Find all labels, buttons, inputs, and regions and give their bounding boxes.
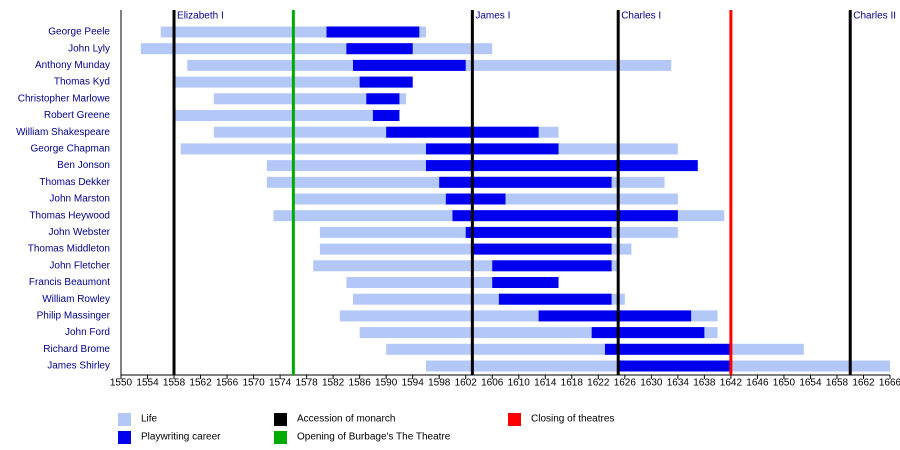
event-label: Charles II: [853, 11, 896, 22]
range-bar: [326, 26, 420, 38]
category-label: Anthony Munday: [35, 60, 110, 71]
x-tick-label: 1558: [163, 378, 186, 389]
x-tick-label: 1562: [189, 378, 212, 389]
x-tick-label: 1658: [826, 378, 849, 389]
category-label: John Webster: [48, 227, 110, 238]
category-label: Christopher Marlowe: [18, 93, 111, 104]
event-label: Charles I: [621, 11, 661, 22]
range-bar: [366, 93, 400, 105]
x-tick-label: 1614: [534, 378, 557, 389]
range-bar: [618, 360, 731, 372]
range-bar: [346, 43, 413, 55]
x-tick-label: 1590: [375, 378, 398, 389]
x-tick-label: 1654: [799, 378, 822, 389]
range-bar: [140, 43, 493, 55]
x-tick-label: 1602: [455, 378, 478, 389]
legend-swatch: [508, 413, 521, 426]
x-tick-label: 1638: [693, 378, 716, 389]
category-label: Thomas Dekker: [39, 177, 110, 188]
legend-swatch: [274, 413, 287, 426]
event-label: James I: [475, 11, 510, 22]
range-bar: [386, 126, 539, 138]
x-tick-label: 1578: [295, 378, 318, 389]
range-bar: [498, 293, 612, 305]
category-label: Robert Greene: [44, 110, 111, 121]
legend-swatch: [118, 431, 131, 444]
x-tick-label: 1618: [561, 378, 584, 389]
x-tick-label: 1666: [879, 378, 900, 389]
category-label: John Marston: [49, 194, 110, 205]
category-label: George Chapman: [31, 144, 111, 155]
range-bar: [538, 310, 692, 322]
legend-label: Playwriting career: [141, 432, 221, 443]
category-label: Francis Beaumont: [29, 277, 110, 288]
category-label: William Shakespeare: [16, 127, 110, 138]
x-tick-label: 1574: [269, 378, 292, 389]
range-bar: [425, 160, 698, 172]
category-label: Thomas Heywood: [29, 210, 110, 221]
range-bar: [492, 260, 612, 272]
x-tick-label: 1582: [322, 378, 345, 389]
category-label: Philip Massinger: [37, 311, 111, 322]
category-label: Ben Jonson: [57, 160, 110, 171]
x-tick-label: 1598: [428, 378, 451, 389]
range-bar: [445, 193, 506, 205]
range-bar: [339, 310, 718, 322]
category-label: Thomas Middleton: [28, 244, 110, 255]
range-bar: [372, 110, 400, 121]
range-bar: [313, 260, 619, 272]
range-bar: [425, 143, 559, 155]
x-tick-label: 1550: [110, 378, 133, 389]
range-bar: [353, 59, 466, 71]
range-bar: [359, 327, 718, 339]
category-label: Thomas Kyd: [54, 77, 110, 88]
range-bar: [452, 210, 678, 222]
legend-label: Accession of monarch: [297, 414, 395, 425]
range-bar: [492, 277, 559, 288]
category-label: John Lyly: [68, 43, 110, 54]
x-tick-label: 1610: [508, 378, 531, 389]
category-label: Richard Brome: [43, 344, 110, 355]
category-label: William Rowley: [42, 294, 110, 305]
x-tick-label: 1630: [640, 378, 663, 389]
range-bar: [174, 110, 400, 121]
range-bar: [346, 277, 559, 288]
range-bar: [353, 293, 625, 305]
legend-label: Life: [141, 414, 158, 425]
x-tick-label: 1622: [587, 378, 610, 389]
range-bar: [472, 243, 612, 255]
category-label: George Peele: [48, 27, 110, 38]
event-label: Elizabeth I: [177, 11, 224, 22]
x-tick-label: 1594: [402, 378, 425, 389]
range-bar: [591, 327, 705, 339]
category-label: James Shirley: [47, 361, 110, 372]
range-bar: [604, 343, 731, 355]
category-label: John Fletcher: [49, 260, 110, 271]
legend-swatch: [118, 413, 131, 426]
range-bar: [465, 226, 612, 238]
legend-label: Closing of theatres: [531, 414, 614, 425]
x-tick-label: 1566: [216, 378, 239, 389]
x-tick-label: 1586: [349, 378, 372, 389]
x-tick-label: 1626: [614, 378, 637, 389]
x-tick-label: 1662: [852, 378, 875, 389]
x-tick-label: 1570: [242, 378, 265, 389]
range-bar: [359, 76, 413, 88]
range-bar: [386, 343, 804, 355]
x-tick-label: 1646: [746, 378, 769, 389]
range-bar: [439, 176, 612, 188]
x-tick-label: 1554: [136, 378, 159, 389]
legend-swatch: [274, 431, 287, 444]
range-bar: [213, 93, 407, 105]
category-label: John Ford: [65, 327, 110, 338]
x-tick-label: 1650: [773, 378, 796, 389]
legend-label: Opening of Burbage's The Theatre: [297, 432, 451, 443]
x-tick-label: 1642: [720, 378, 743, 389]
x-tick-label: 1606: [481, 378, 504, 389]
x-tick-label: 1634: [667, 378, 690, 389]
